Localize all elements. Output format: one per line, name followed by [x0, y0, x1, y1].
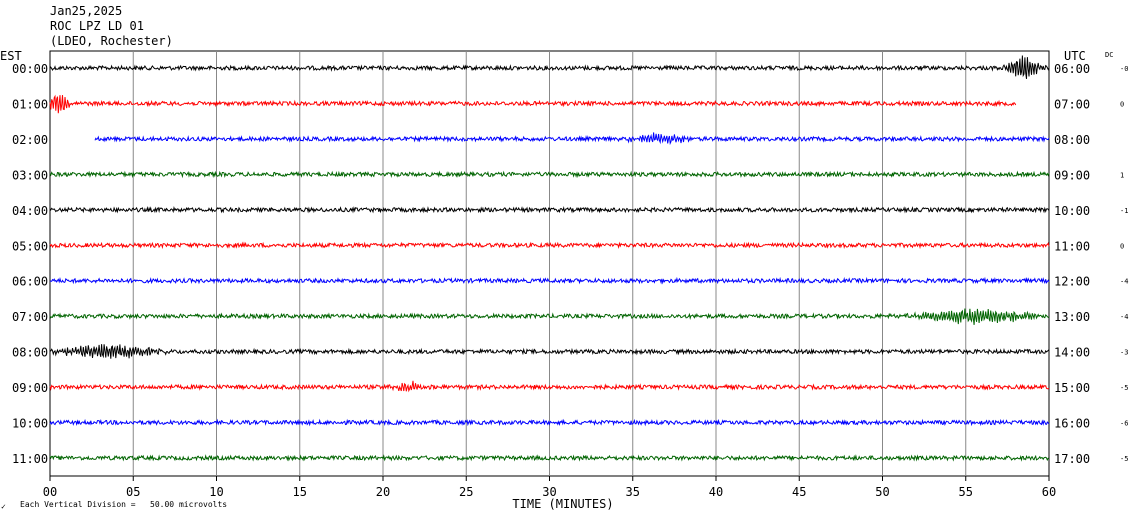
- x-tick-label: 50: [875, 485, 889, 499]
- trace-1100: [49, 454, 1050, 462]
- utc-time-label: 15:00: [1054, 381, 1090, 395]
- est-time-label: 04:00: [12, 204, 48, 218]
- est-time-label: 07:00: [12, 310, 48, 324]
- utc-time-label: 11:00: [1054, 239, 1090, 253]
- dc-offset-label: -4: [1120, 278, 1128, 286]
- utc-time-label: 07:00: [1054, 97, 1090, 111]
- est-time-label: 08:00: [12, 346, 48, 360]
- x-axis-ticks: 00 05 10 15 20 25 30 35 40 45 50 55 60: [43, 485, 1056, 499]
- trace-0900: [49, 380, 1050, 393]
- left-timezone-label: EST: [0, 49, 22, 63]
- x-tick-label: 45: [792, 485, 806, 499]
- utc-time-label: 13:00: [1054, 310, 1090, 324]
- trace-0200: [94, 132, 1050, 146]
- x-tick-label: 30: [542, 485, 556, 499]
- x-tick-label: 40: [709, 485, 723, 499]
- trace-1000: [49, 418, 1050, 427]
- dc-offset-label: 0: [1120, 242, 1124, 250]
- dc-offset-label: -0: [1120, 65, 1128, 73]
- dc-offset-label: 0: [1120, 100, 1124, 108]
- x-tick-label: 05: [126, 485, 140, 499]
- x-tick-label: 55: [959, 485, 973, 499]
- utc-time-label: 16:00: [1054, 417, 1090, 431]
- corner-mark: ✓: [1, 502, 6, 511]
- x-tick-label: 10: [209, 485, 223, 499]
- utc-time-label: 10:00: [1054, 204, 1090, 218]
- x-tick-label: 15: [293, 485, 307, 499]
- est-time-label: 00:00: [12, 62, 48, 76]
- trace-0500: [49, 241, 1050, 250]
- dc-offset-label: -3: [1120, 349, 1128, 357]
- trace-0800: [49, 344, 1050, 359]
- trace-0400: [49, 206, 1050, 214]
- seismogram-traces: [49, 55, 1050, 462]
- dc-offset-label: -4: [1120, 313, 1128, 321]
- dc-offset-label: 1: [1120, 171, 1124, 179]
- dc-offset-label: -6: [1120, 420, 1128, 428]
- utc-time-label: 09:00: [1054, 168, 1090, 182]
- est-time-label: 11:00: [12, 452, 48, 466]
- dc-offset-label: -5: [1120, 384, 1128, 392]
- trace-0700: [49, 308, 1050, 325]
- utc-time-label: 14:00: [1054, 346, 1090, 360]
- est-time-label: 02:00: [12, 133, 48, 147]
- trace-0000: [49, 55, 1050, 79]
- scale-footnote: Each Vertical Division = 50.00 microvolt…: [20, 500, 227, 509]
- trace-0600: [49, 276, 1050, 285]
- x-axis-title: TIME (MINUTES): [512, 497, 613, 511]
- dc-header-label: DC: [1105, 51, 1113, 59]
- chart-grid: [49, 50, 1050, 481]
- chart-station: ROC LPZ LD 01: [50, 19, 144, 33]
- dc-offset-label: -5: [1120, 455, 1128, 463]
- est-time-label: 05:00: [12, 239, 48, 253]
- utc-time-label: 06:00: [1054, 62, 1090, 76]
- right-timezone-label: UTC: [1064, 49, 1086, 63]
- trace-0100: [49, 94, 1017, 114]
- chart-network: (LDEO, Rochester): [50, 34, 173, 48]
- utc-time-label: 17:00: [1054, 452, 1090, 466]
- chart-date: Jan25,2025: [50, 4, 122, 18]
- est-time-label: 06:00: [12, 275, 48, 289]
- x-tick-label: 00: [43, 485, 57, 499]
- trace-0300: [49, 170, 1050, 179]
- x-tick-label: 35: [626, 485, 640, 499]
- row-labels: 00:00 06:00 -0 01:00 07:00 0 02:00 08:00 03:00 09…: [12, 62, 1128, 466]
- est-time-label: 09:00: [12, 381, 48, 395]
- x-tick-label: 25: [459, 485, 473, 499]
- dc-offset-label: -1: [1120, 207, 1128, 215]
- x-tick-label: 60: [1042, 485, 1056, 499]
- utc-time-label: 08:00: [1054, 133, 1090, 147]
- est-time-label: 03:00: [12, 168, 48, 182]
- utc-time-label: 12:00: [1054, 275, 1090, 289]
- x-tick-label: 20: [376, 485, 390, 499]
- est-time-label: 01:00: [12, 97, 48, 111]
- est-time-label: 10:00: [12, 417, 48, 431]
